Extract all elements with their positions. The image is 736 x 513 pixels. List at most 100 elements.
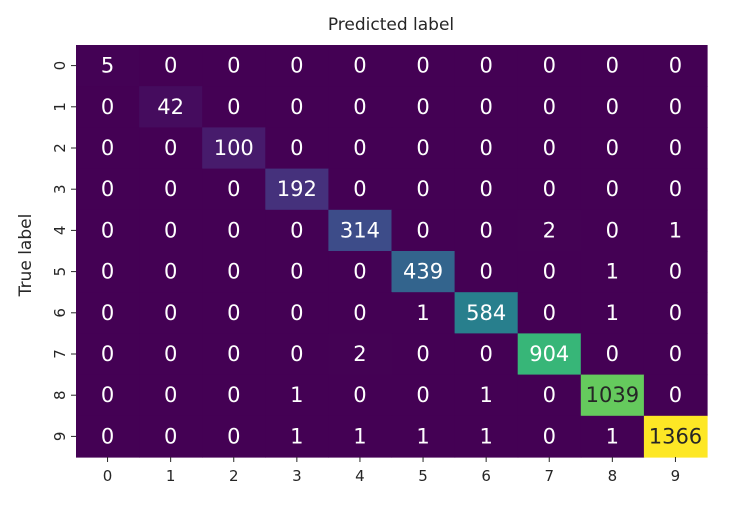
cell-value-1-2: 0 [227, 95, 240, 119]
y-tick-label-4: 4 [51, 226, 69, 236]
heatmap-cell-9-5 [391, 415, 456, 458]
cell-value-7-3: 0 [290, 342, 303, 366]
cell-value-2-5: 0 [416, 136, 429, 160]
heatmap-cell-9-1 [139, 415, 203, 458]
cell-value-6-2: 0 [227, 301, 240, 325]
y-axis-label: True label [16, 214, 36, 298]
cell-value-2-0: 0 [101, 136, 114, 160]
cell-value-4-7: 2 [543, 218, 556, 242]
cell-value-0-2: 0 [227, 54, 240, 78]
heatmap-cell-3-7 [517, 168, 582, 211]
heatmap-cell-7-4 [328, 333, 393, 376]
chart-title: Predicted label [328, 15, 454, 35]
heatmap-cell-8-5 [391, 374, 456, 417]
heatmap-cell-4-0 [76, 209, 140, 252]
heatmap-cell-8-4 [328, 374, 393, 417]
cell-value-3-6: 0 [479, 177, 492, 201]
cell-value-5-6: 0 [479, 260, 492, 284]
heatmap-cell-1-3 [265, 86, 329, 128]
heatmap-cell-2-0 [76, 127, 140, 170]
cell-value-8-3: 1 [290, 383, 303, 407]
heatmap-cell-8-6 [454, 374, 519, 417]
cell-value-7-9: 0 [669, 342, 682, 366]
cell-value-2-2: 100 [214, 136, 254, 160]
y-axis-ticks: 0 1 2 3 4 5 6 7 8 9 [51, 61, 76, 441]
cell-value-6-0: 0 [101, 301, 114, 325]
heatmap-cell-2-4 [328, 127, 393, 170]
heatmap-cell-6-8 [580, 292, 645, 334]
heatmap-cell-7-5 [391, 333, 456, 376]
heatmap-cell-5-1 [139, 251, 203, 293]
cell-value-2-3: 0 [290, 136, 303, 160]
cell-value-0-8: 0 [606, 54, 619, 78]
heatmap-cell-2-9 [643, 127, 708, 170]
heatmap-cell-5-9 [643, 251, 708, 293]
heatmap-cell-8-0 [76, 374, 140, 417]
heatmap-cell-2-6 [454, 127, 519, 170]
cell-value-1-8: 0 [606, 95, 619, 119]
heatmap-cell-0-3 [265, 45, 329, 87]
heatmap-cell-4-7 [517, 209, 582, 252]
cell-value-3-7: 0 [543, 177, 556, 201]
cell-value-8-5: 0 [416, 383, 429, 407]
heatmap-cell-5-2 [202, 251, 266, 293]
cell-value-4-6: 0 [479, 218, 492, 242]
heatmap-cell-3-0 [76, 168, 140, 211]
heatmap-cell-0-8 [580, 45, 645, 87]
heatmap-cell-1-1 [139, 86, 203, 128]
heatmap-cell-7-0 [76, 333, 140, 376]
heatmap-cell-0-1 [139, 45, 203, 87]
heatmap-cell-0-7 [517, 45, 582, 87]
heatmap-cell-6-3 [265, 292, 329, 334]
heatmap-cell-6-1 [139, 292, 203, 334]
cell-value-0-5: 0 [416, 54, 429, 78]
cell-value-3-1: 0 [164, 177, 177, 201]
heatmap-cell-1-4 [328, 86, 393, 128]
heatmap-cells [76, 45, 708, 458]
heatmap-cell-7-1 [139, 333, 203, 376]
heatmap-cell-0-0 [76, 45, 140, 87]
cell-value-5-1: 0 [164, 260, 177, 284]
heatmap-cell-8-7 [517, 374, 582, 417]
cell-value-1-5: 0 [416, 95, 429, 119]
x-tick-label-7: 7 [544, 467, 554, 485]
cell-value-0-6: 0 [479, 54, 492, 78]
heatmap-cell-9-8 [580, 415, 645, 458]
cell-value-8-1: 0 [164, 383, 177, 407]
heatmap-cell-3-1 [139, 168, 203, 211]
cell-value-3-9: 0 [669, 177, 682, 201]
cell-value-4-2: 0 [227, 218, 240, 242]
heatmap-cell-1-2 [202, 86, 266, 128]
heatmap-cell-5-7 [517, 251, 582, 293]
cell-value-2-8: 0 [606, 136, 619, 160]
heatmap-cell-4-4 [328, 209, 393, 252]
heatmap-cell-0-2 [202, 45, 266, 87]
y-tick-label-6: 6 [51, 308, 69, 318]
cell-value-5-9: 0 [669, 260, 682, 284]
cell-value-8-7: 0 [543, 383, 556, 407]
cell-value-0-9: 0 [669, 54, 682, 78]
cell-value-0-3: 0 [290, 54, 303, 78]
cell-value-9-5: 1 [416, 424, 429, 448]
x-tick-label-4: 4 [355, 467, 365, 485]
cell-value-5-0: 0 [101, 260, 114, 284]
y-tick-label-7: 7 [51, 349, 69, 359]
heatmap-cell-3-8 [580, 168, 645, 211]
cell-value-1-7: 0 [543, 95, 556, 119]
heatmap-cell-5-4 [328, 251, 393, 293]
cell-value-2-4: 0 [353, 136, 366, 160]
cell-value-1-4: 0 [353, 95, 366, 119]
cell-value-0-4: 0 [353, 54, 366, 78]
cell-value-5-7: 0 [543, 260, 556, 284]
cell-value-7-2: 0 [227, 342, 240, 366]
cell-value-9-6: 1 [479, 424, 492, 448]
cell-value-8-9: 0 [669, 383, 682, 407]
heatmap-cell-6-5 [391, 292, 456, 334]
cell-value-7-7: 904 [529, 342, 569, 366]
heatmap-cell-4-3 [265, 209, 329, 252]
cell-value-3-8: 0 [606, 177, 619, 201]
heatmap-cell-4-8 [580, 209, 645, 252]
heatmap-cell-1-9 [643, 86, 708, 128]
heatmap-cell-9-7 [517, 415, 582, 458]
heatmap-cell-7-7 [517, 333, 582, 376]
